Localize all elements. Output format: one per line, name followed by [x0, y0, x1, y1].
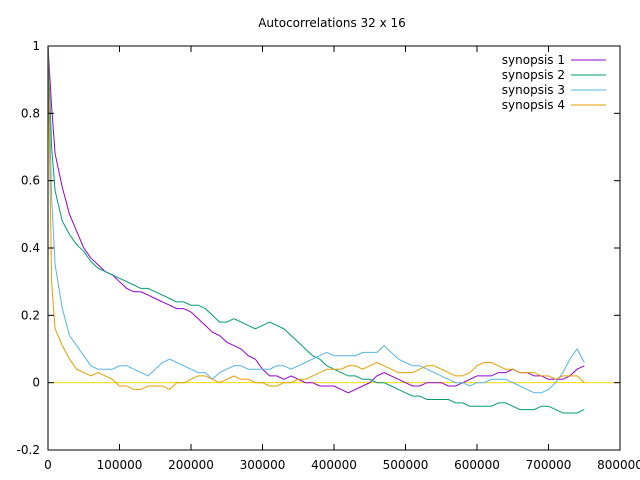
- x-tick-label: 100000: [97, 458, 143, 472]
- x-tick-label: 700000: [526, 458, 572, 472]
- x-tick-label: 600000: [454, 458, 500, 472]
- legend-label: synopsis 2: [502, 68, 565, 82]
- x-tick-label: 0: [44, 458, 52, 472]
- x-tick-label: 300000: [240, 458, 286, 472]
- series-line-3: [47, 45, 585, 394]
- y-tick-label: 1: [32, 39, 40, 53]
- series-layer: [47, 45, 585, 414]
- legend-label: synopsis 3: [502, 83, 565, 97]
- legend-label: synopsis 1: [502, 53, 565, 67]
- y-tick-label: 0.2: [21, 308, 40, 322]
- legend-item-2: synopsis 2: [502, 68, 606, 82]
- y-tick-label: 0.6: [21, 174, 40, 188]
- series-line-2: [47, 45, 585, 414]
- series-line-4: [47, 45, 585, 390]
- y-axis: -0.2 0 0.2 0.4 0.6 0.8 1: [17, 39, 620, 457]
- chart-title: Autocorrelations 32 x 16: [258, 16, 406, 30]
- x-tick-label: 200000: [168, 458, 214, 472]
- x-tick-label: 500000: [383, 458, 429, 472]
- y-tick-label: -0.2: [17, 443, 40, 457]
- y-tick-label: 0: [32, 376, 40, 390]
- legend-item-3: synopsis 3: [502, 83, 606, 97]
- y-tick-label: 0.8: [21, 106, 40, 120]
- x-tick-label: 400000: [311, 458, 357, 472]
- x-tick-label: 800000: [597, 458, 640, 472]
- legend-item-4: synopsis 4: [502, 98, 606, 112]
- legend-label: synopsis 4: [502, 98, 565, 112]
- legend-item-1: synopsis 1: [502, 53, 606, 67]
- x-axis: 0 100000 200000 300000 400000 500000 600000 700…: [44, 46, 640, 472]
- series-line-1: [47, 45, 585, 394]
- y-tick-label: 0.4: [21, 241, 40, 255]
